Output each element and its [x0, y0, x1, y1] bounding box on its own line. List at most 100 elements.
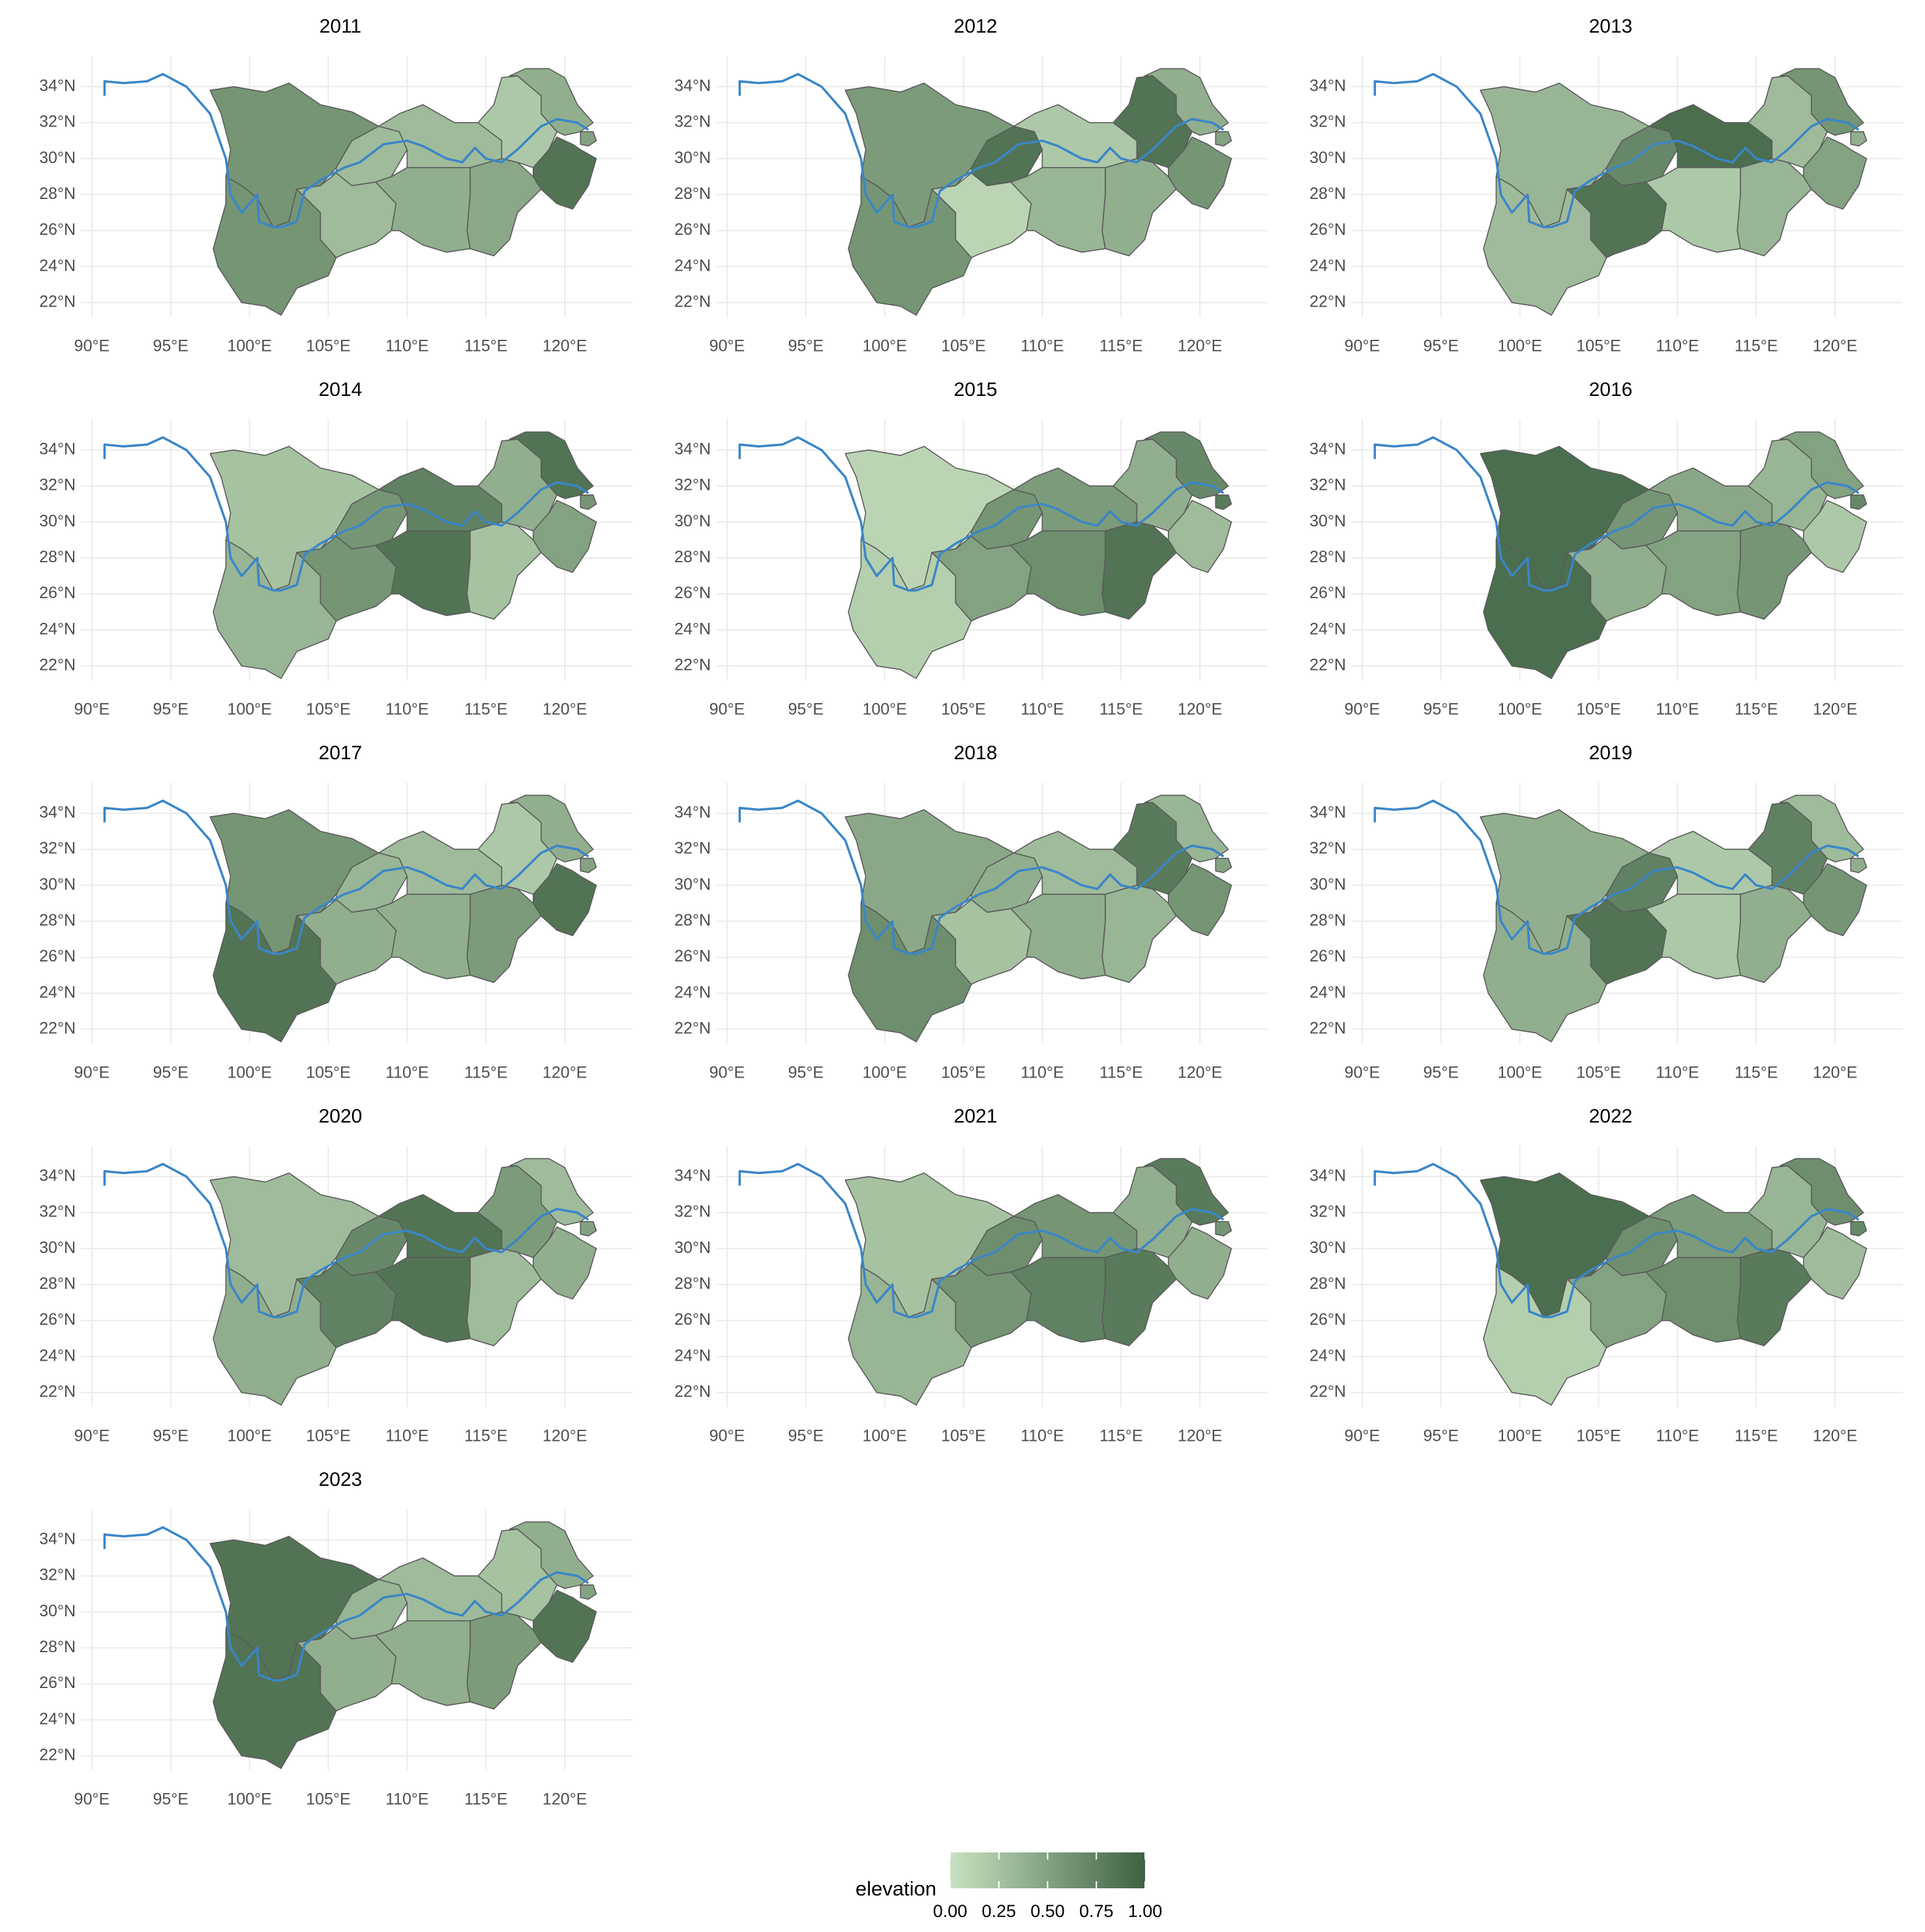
y-tick-label: 22°N [1309, 1383, 1346, 1401]
y-tick-label: 26°N [1309, 584, 1346, 602]
x-tick-label: 120°E [1813, 1064, 1857, 1082]
x-tick-label: 95°E [788, 1427, 824, 1445]
colorbar-tick-label: 0.50 [1030, 1901, 1065, 1921]
panel-title: 2012 [954, 16, 998, 37]
x-tick-label: 95°E [1424, 1064, 1459, 1082]
x-tick-label: 90°E [74, 1790, 110, 1809]
x-tick-label: 120°E [1178, 1064, 1222, 1082]
region [970, 852, 1043, 913]
region [1101, 884, 1177, 983]
map-panel: 2019 22°N 24°N 26°N 28°N 30°N 32°N 34°N 90°E 95°E… [1309, 742, 1903, 1082]
y-tick-label: 22°N [39, 1019, 76, 1038]
x-tick-label: 90°E [74, 337, 110, 355]
y-tick-label: 34°N [39, 804, 76, 822]
x-tick-label: 95°E [788, 701, 824, 719]
y-tick-label: 28°N [674, 911, 711, 929]
y-tick-label: 32°N [39, 1566, 76, 1584]
region [1167, 1226, 1232, 1300]
x-tick-label: 115°E [464, 337, 508, 355]
y-tick-label: 34°N [39, 440, 76, 459]
x-tick-label: 100°E [862, 701, 906, 719]
x-tick-label: 110°E [1021, 1064, 1064, 1082]
y-tick-label: 34°N [39, 1167, 76, 1185]
x-tick-label: 95°E [153, 337, 188, 355]
region [335, 125, 408, 187]
y-tick-label: 26°N [1309, 947, 1346, 965]
river [738, 72, 1225, 228]
y-tick-label: 22°N [39, 656, 76, 674]
region [532, 136, 597, 210]
colorbar-tick-label: 0.75 [1079, 1901, 1114, 1921]
x-tick-label: 105°E [1576, 701, 1620, 719]
x-tick-label: 105°E [306, 337, 350, 355]
y-tick-label: 30°N [674, 149, 711, 167]
y-tick-label: 22°N [1309, 656, 1346, 674]
region [375, 894, 471, 980]
y-tick-label: 32°N [1309, 1203, 1346, 1221]
y-tick-label: 28°N [39, 911, 76, 929]
region [375, 167, 471, 253]
region [1010, 530, 1106, 616]
x-tick-label: 120°E [543, 701, 587, 719]
panel-title: 2011 [320, 16, 362, 37]
y-tick-label: 34°N [1309, 1167, 1346, 1185]
y-tick-label: 28°N [1309, 1275, 1346, 1293]
y-tick-label: 26°N [1309, 1310, 1346, 1329]
x-tick-label: 120°E [543, 1790, 587, 1809]
river [1373, 72, 1860, 228]
x-tick-label: 105°E [1576, 1064, 1620, 1082]
river [738, 799, 1225, 955]
y-tick-label: 32°N [39, 476, 76, 494]
panel-title: 2015 [954, 379, 998, 400]
y-tick-label: 22°N [674, 1383, 711, 1401]
x-tick-label: 115°E [1099, 1427, 1143, 1445]
y-tick-label: 24°N [39, 256, 76, 275]
map-panel: 2023 22°N 24°N 26°N 28°N 30°N 32°N 34°N 90°E 95°E… [39, 1469, 633, 1809]
x-tick-label: 115°E [1099, 1064, 1143, 1082]
region [335, 1215, 408, 1276]
y-tick-label: 22°N [674, 293, 711, 311]
y-tick-label: 34°N [674, 804, 711, 822]
y-tick-label: 22°N [39, 1746, 76, 1764]
x-tick-label: 110°E [1021, 337, 1064, 355]
x-tick-label: 110°E [385, 701, 429, 719]
region [580, 1584, 597, 1600]
y-tick-label: 24°N [39, 983, 76, 1001]
x-tick-label: 110°E [385, 1790, 429, 1809]
y-tick-label: 28°N [39, 1275, 76, 1293]
y-tick-label: 28°N [39, 1638, 76, 1656]
y-tick-label: 32°N [674, 839, 711, 858]
panel-title: 2023 [319, 1469, 363, 1490]
region [335, 852, 408, 913]
panel-title: 2020 [319, 1106, 363, 1127]
x-tick-label: 120°E [1178, 337, 1222, 355]
x-tick-label: 90°E [709, 1064, 745, 1082]
x-tick-label: 110°E [1656, 337, 1699, 355]
region [1167, 136, 1232, 210]
y-tick-label: 34°N [39, 77, 76, 95]
x-tick-label: 105°E [941, 1064, 985, 1082]
panel-title: 2017 [319, 742, 363, 764]
region [532, 500, 597, 573]
x-tick-label: 100°E [227, 701, 271, 719]
y-tick-label: 24°N [1309, 620, 1346, 638]
x-tick-label: 90°E [709, 337, 745, 355]
map-panel: 2012 22°N 24°N 26°N 28°N 30°N 32°N 34°N 90°E 95°E… [674, 16, 1268, 355]
region [1645, 167, 1741, 253]
x-tick-label: 100°E [862, 1064, 906, 1082]
region [1010, 894, 1106, 980]
y-tick-label: 24°N [1309, 983, 1346, 1001]
region [532, 1226, 597, 1300]
map-panel: 2022 22°N 24°N 26°N 28°N 30°N 32°N 34°N 90°E 95°E… [1309, 1106, 1903, 1445]
region [1605, 489, 1679, 550]
x-tick-label: 105°E [306, 701, 350, 719]
x-tick-label: 100°E [1497, 701, 1542, 719]
y-tick-label: 22°N [674, 656, 711, 674]
y-tick-label: 22°N [39, 1383, 76, 1401]
panel-title: 2022 [1589, 1106, 1633, 1127]
x-tick-label: 90°E [709, 701, 745, 719]
region [532, 1590, 597, 1663]
region [1802, 136, 1868, 210]
region [1737, 1248, 1812, 1346]
colorbar-tick-label: 0.25 [981, 1901, 1016, 1921]
